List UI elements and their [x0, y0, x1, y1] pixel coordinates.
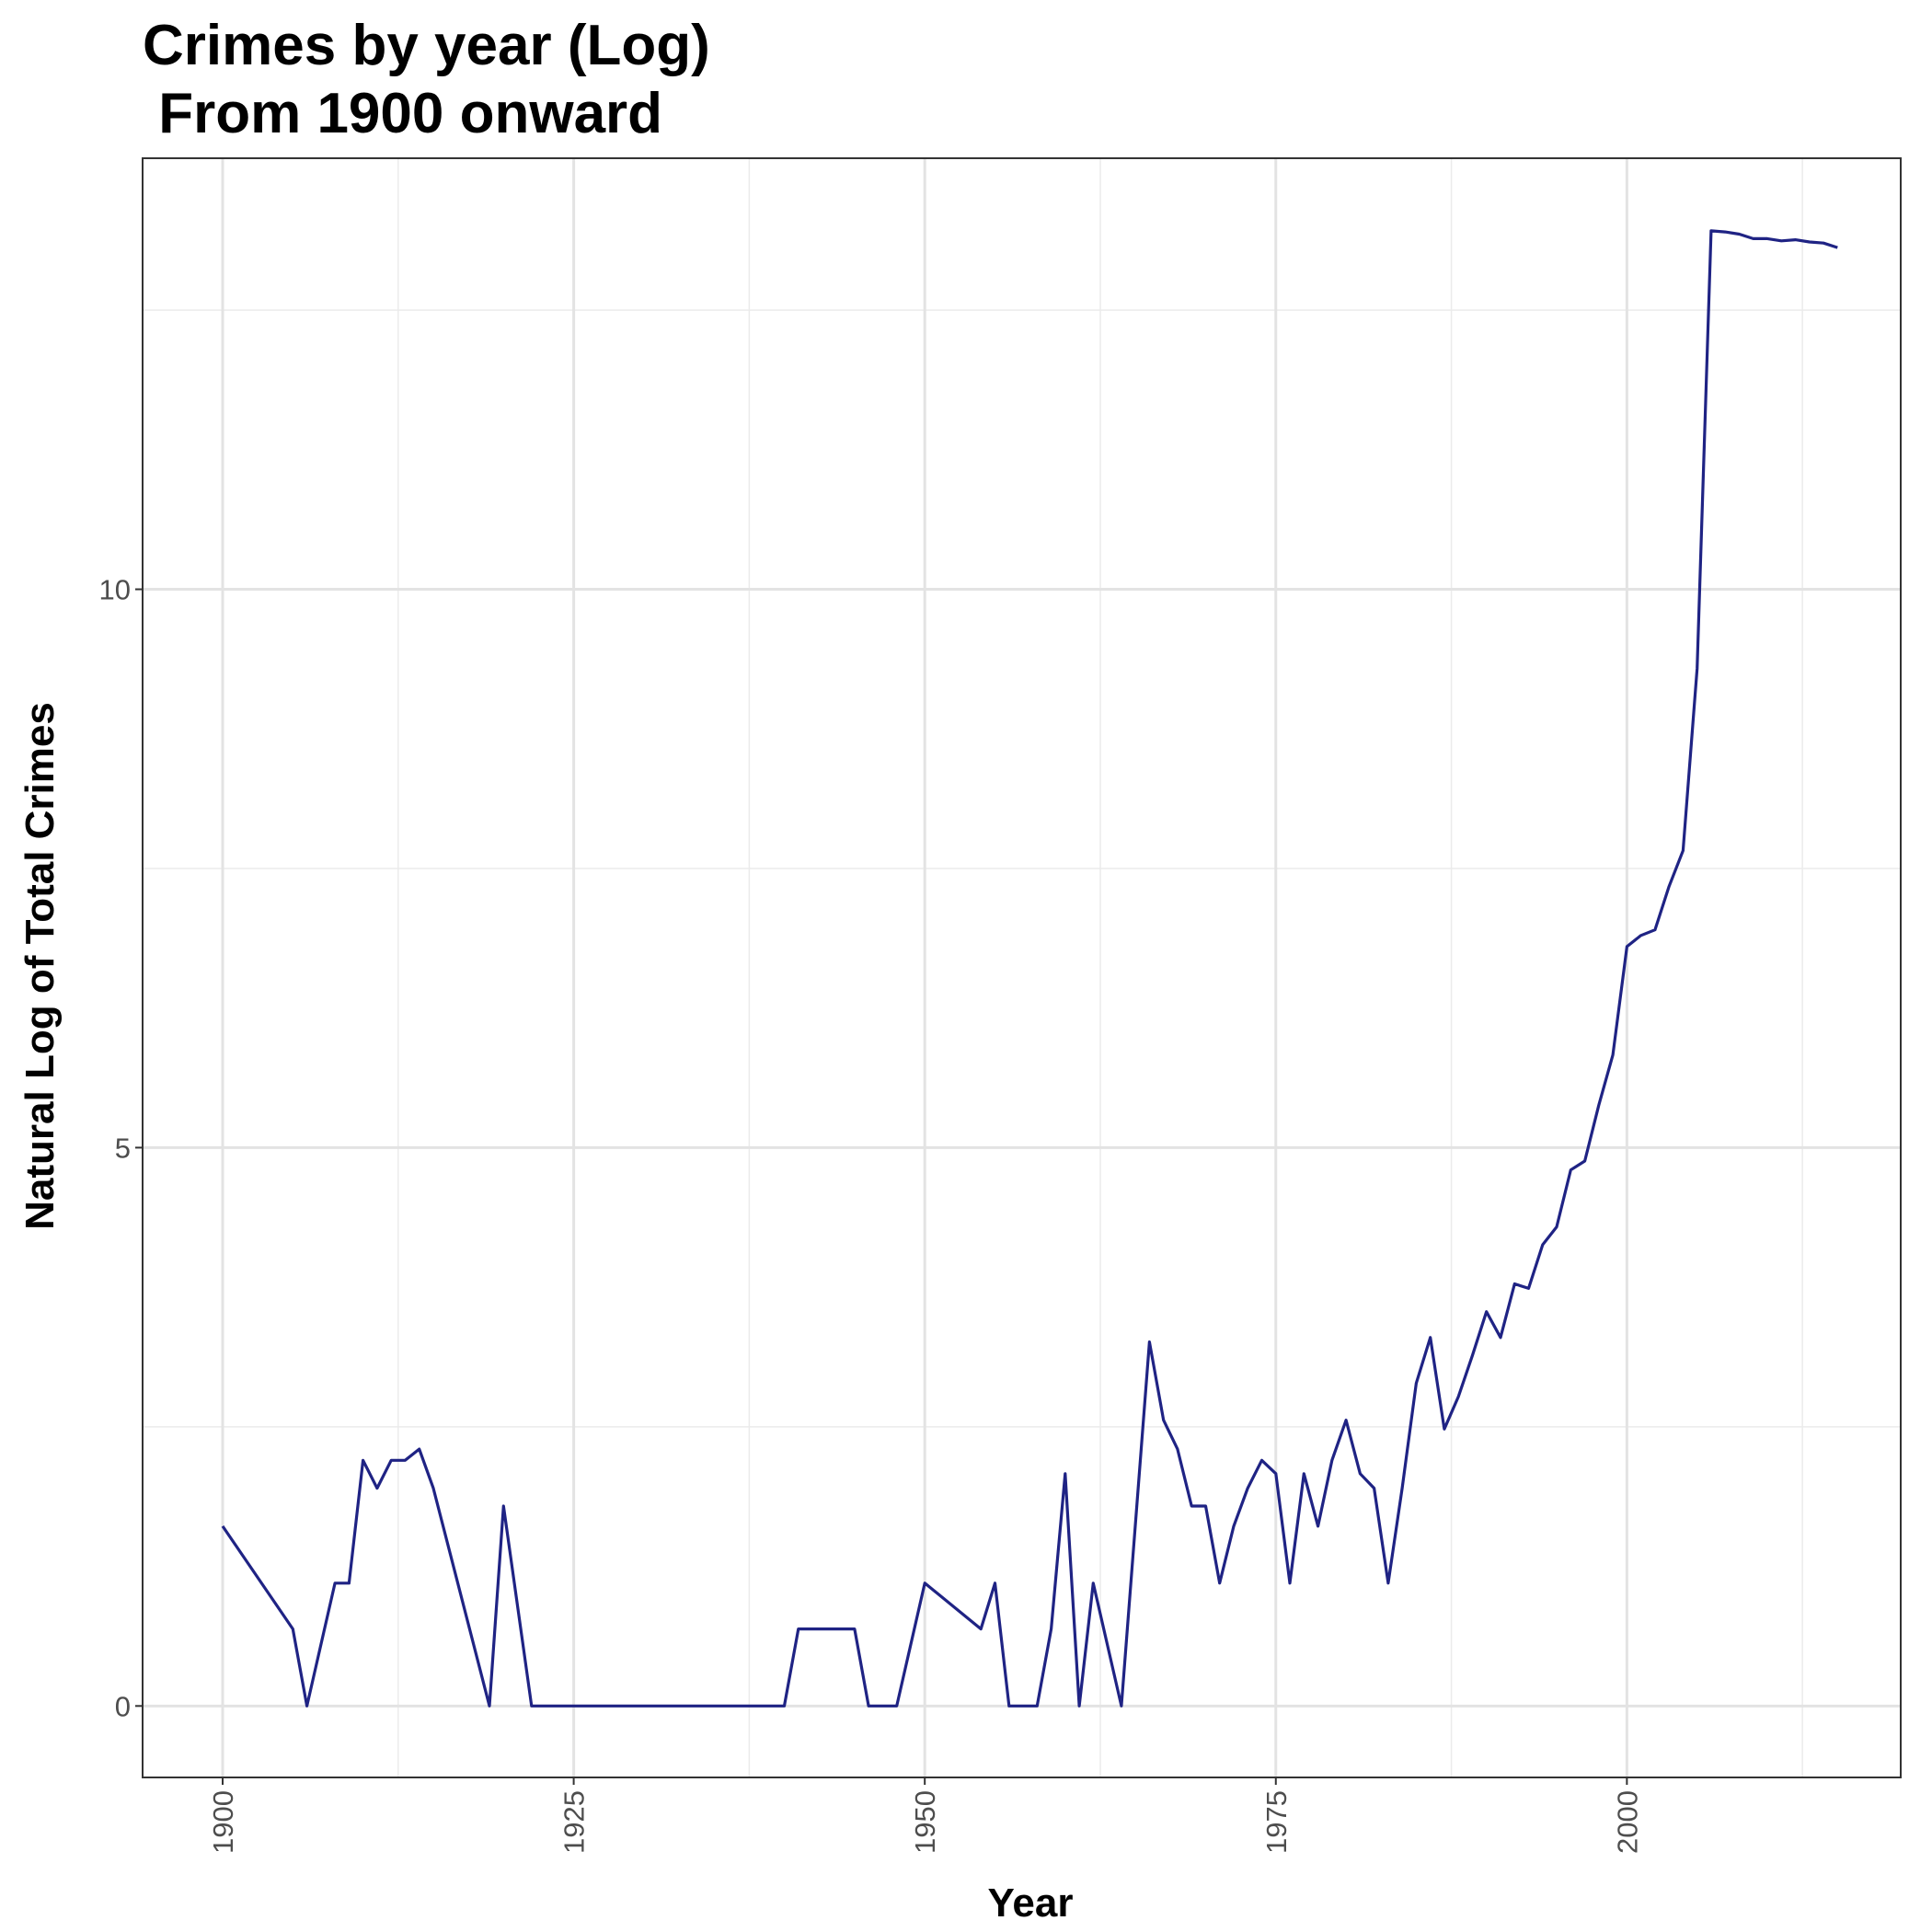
- x-tick-label: 1975: [1260, 1790, 1293, 1854]
- y-tick-label: 0: [115, 1690, 131, 1722]
- x-axis-title: Year: [988, 1880, 1074, 1926]
- axes: 0 5 10 1900 1925 1950 1975 2000: [99, 574, 1644, 1854]
- y-axis-title: Natural Log of Total Crimes: [17, 702, 63, 1230]
- chart-title-line-2: From 1900 onward: [143, 82, 662, 145]
- x-tick-label: 2000: [1611, 1790, 1643, 1854]
- y-tick-label: 5: [115, 1132, 131, 1164]
- x-tick-label: 1900: [207, 1790, 239, 1854]
- y-tick-label: 10: [99, 574, 131, 606]
- plot-panel-border: [142, 157, 1902, 1778]
- x-tick-label: 1925: [558, 1790, 591, 1854]
- data-series: [221, 229, 1838, 1708]
- grid-lines: [143, 158, 1901, 1777]
- series-line: [221, 229, 1838, 1708]
- chart-title-line-1: Crimes by year (Log): [143, 14, 710, 77]
- x-tick-label: 1950: [909, 1790, 941, 1854]
